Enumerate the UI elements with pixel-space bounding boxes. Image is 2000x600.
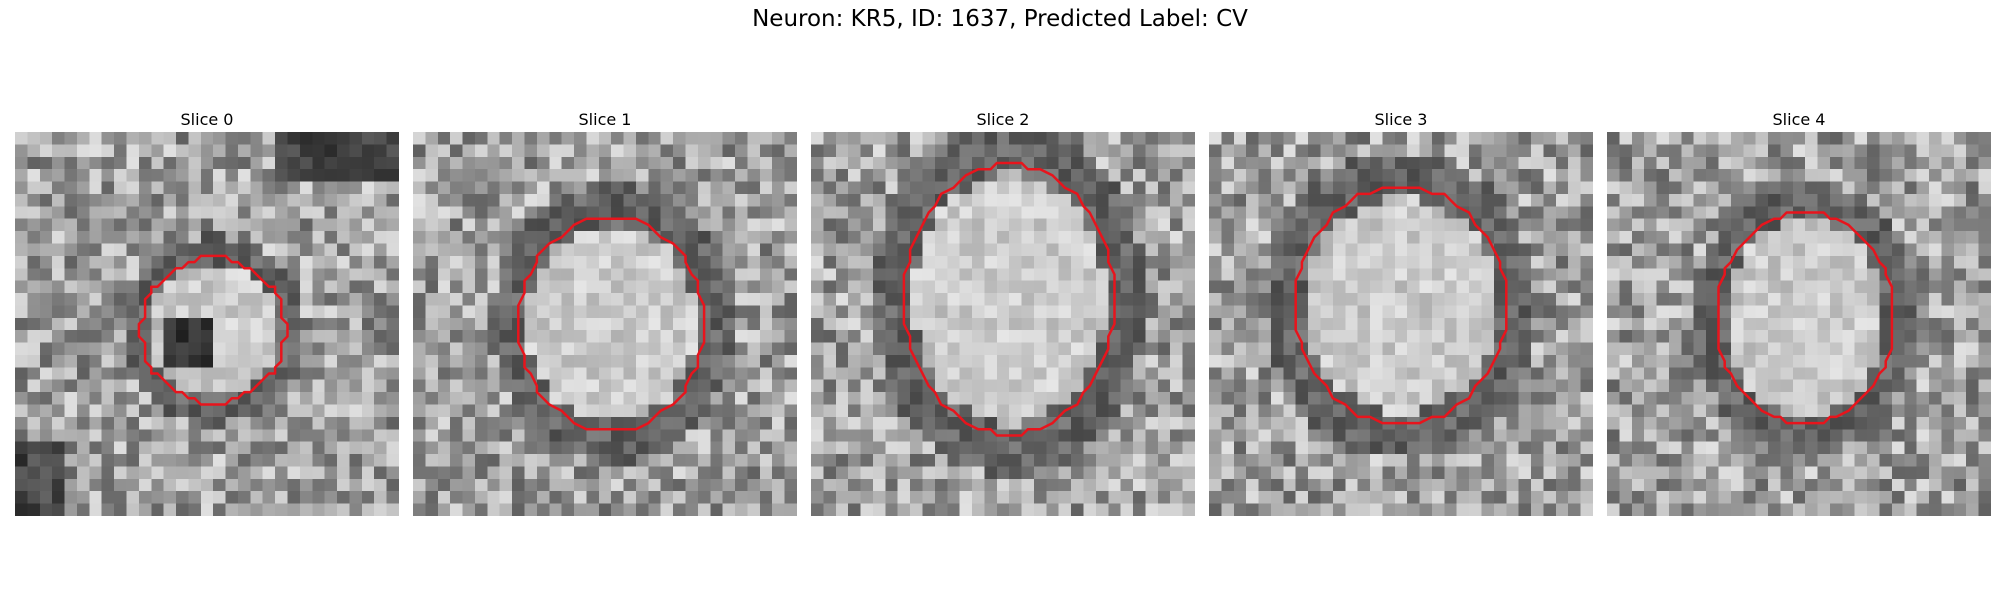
segmentation-contour	[1717, 211, 1894, 425]
slice-title: Slice 3	[1374, 110, 1428, 129]
segmentation-contour	[1294, 186, 1508, 425]
slice-title: Slice 2	[976, 110, 1030, 129]
contour-line	[1294, 186, 1508, 425]
segmentation-contour	[902, 161, 1116, 437]
slice-image	[1209, 132, 1593, 516]
slice-panel-4: Slice 4	[1607, 108, 1991, 516]
figure-title: Neuron: KR5, ID: 1637, Predicted Label: …	[752, 6, 1248, 32]
slice-image	[1607, 132, 1991, 516]
slice-image	[413, 132, 797, 516]
contour-line	[1717, 211, 1894, 425]
slice-panel-0: Slice 0	[15, 108, 399, 516]
slice-title: Slice 4	[1772, 110, 1826, 129]
slice-title: Slice 1	[578, 110, 632, 129]
segmentation-contour	[137, 254, 289, 406]
slice-panel-2: Slice 2	[811, 108, 1195, 516]
slice-title: Slice 0	[180, 110, 234, 129]
slice-image	[811, 132, 1195, 516]
slice-panel-1: Slice 1	[413, 108, 797, 516]
segmentation-contour	[517, 217, 706, 431]
contour-line	[902, 161, 1116, 437]
contour-line	[137, 254, 289, 406]
contour-line	[517, 217, 706, 431]
slice-panel-3: Slice 3	[1209, 108, 1593, 516]
slice-image	[15, 132, 399, 516]
